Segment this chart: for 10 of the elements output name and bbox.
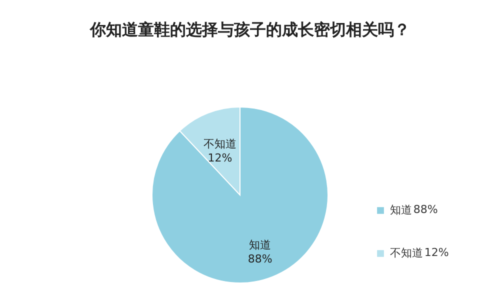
pie-slice bbox=[152, 106, 328, 284]
text: 12% bbox=[424, 246, 449, 259]
data-label: 88% bbox=[248, 252, 272, 266]
chart-title: 你知道童鞋的选择与孩子的成长密切相关吗？ bbox=[89, 20, 410, 39]
legend-label: 不知道 bbox=[390, 246, 423, 260]
text: 88% bbox=[413, 203, 438, 216]
data-label: 12% bbox=[208, 151, 232, 164]
legend-label: 知道 bbox=[390, 204, 412, 216]
slice-label: 知道 bbox=[249, 238, 272, 252]
slice-label: 不知道 bbox=[203, 137, 236, 150]
